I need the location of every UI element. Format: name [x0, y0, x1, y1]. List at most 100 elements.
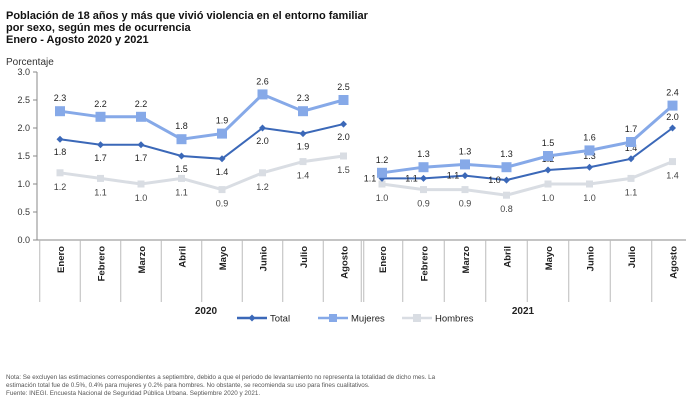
data-point-mujeres	[338, 95, 349, 105]
data-point-total	[461, 172, 469, 180]
data-label-total: 1.9	[297, 142, 310, 152]
data-label-total: 1.1	[405, 173, 418, 183]
data-label-hombres: 1.0	[542, 193, 555, 203]
data-point-hombres	[378, 180, 386, 188]
data-label-total: 1.7	[94, 153, 107, 163]
data-label-mujeres: 2.2	[135, 99, 148, 109]
data-point-hombres	[97, 174, 104, 182]
legend-label-total: Total	[270, 314, 290, 325]
data-point-total	[420, 174, 427, 182]
data-label-total: 1.8	[54, 147, 67, 157]
data-label-hombres: 1.1	[94, 187, 107, 197]
data-label-hombres: 1.2	[54, 182, 67, 192]
data-point-total	[137, 141, 145, 149]
data-label-hombres: 1.1	[625, 187, 638, 197]
data-label-mujeres: 2.3	[297, 93, 310, 103]
data-label-mujeres: 2.3	[54, 93, 67, 103]
data-point-mujeres	[55, 106, 65, 117]
data-label-hombres: 1.1	[175, 187, 188, 197]
data-point-mujeres	[377, 167, 387, 178]
data-label-total: 1.7	[135, 153, 148, 163]
year-label: 2020	[195, 306, 218, 317]
series-line-total-2020	[59, 123, 344, 160]
data-point-total	[669, 124, 676, 132]
data-point-total	[340, 120, 347, 128]
data-point-hombres	[627, 174, 635, 182]
data-label-mujeres: 1.8	[175, 121, 188, 131]
data-point-hombres	[340, 152, 347, 160]
data-point-mujeres	[626, 137, 636, 147]
data-point-hombres	[56, 169, 64, 177]
x-tick-label: Marzo	[461, 246, 472, 274]
y-tick-label: 2.5	[17, 95, 30, 105]
data-label-mujeres: 2.2	[94, 99, 107, 109]
data-label-mujeres: 1.7	[625, 124, 638, 134]
title-line-1: Población de 18 años y más que vivió vio…	[6, 10, 368, 22]
data-label-mujeres: 1.9	[216, 116, 229, 126]
data-label-total: 1.3	[583, 151, 596, 161]
data-point-hombres	[137, 180, 145, 188]
legend-marker-mujeres	[329, 314, 337, 322]
x-tick-label: Julio	[299, 246, 310, 268]
y-axis-unit: Porcentaje	[6, 57, 54, 68]
data-label-total: 2.0	[256, 136, 269, 146]
data-point-hombres	[544, 180, 552, 188]
data-label-total: 1.4	[625, 143, 638, 153]
data-point-mujeres	[667, 100, 678, 111]
y-tick-label: 1.5	[17, 151, 30, 161]
data-point-mujeres	[176, 134, 187, 145]
data-label-hombres: 1.0	[376, 193, 389, 203]
x-tick-label: Abril	[503, 246, 514, 268]
data-label-mujeres: 2.5	[337, 82, 350, 92]
data-point-total	[544, 166, 552, 174]
data-point-hombres	[218, 186, 226, 194]
data-point-total	[299, 130, 307, 138]
data-label-total: 1.4	[216, 167, 229, 177]
data-point-hombres	[586, 180, 593, 188]
data-label-mujeres: 1.2	[376, 155, 389, 165]
data-label-hombres: 0.9	[417, 199, 430, 209]
y-tick-label: 0.0	[17, 235, 30, 245]
data-point-mujeres	[95, 111, 106, 122]
x-tick-label: Febrero	[97, 246, 108, 282]
data-point-hombres	[669, 158, 676, 166]
legend-marker-total	[248, 314, 256, 322]
data-point-mujeres	[584, 145, 595, 156]
data-label-total: 2.0	[666, 112, 679, 122]
x-tick-label: Agosto	[669, 246, 680, 279]
chart-title: Población de 18 años y más que vivió vio…	[6, 10, 476, 46]
data-point-mujeres	[257, 89, 268, 100]
data-label-mujeres: 2.4	[666, 88, 679, 98]
data-label-mujeres: 1.5	[542, 138, 555, 148]
data-point-hombres	[503, 191, 510, 199]
data-point-total	[503, 176, 510, 184]
data-point-hombres	[420, 186, 427, 194]
note-line-1: Nota: Se excluyen las estimaciones corre…	[6, 374, 436, 381]
chart-notes: Nota: Se excluyen las estimaciones corre…	[6, 374, 682, 397]
series-line-hombres-2021	[381, 160, 674, 197]
legend-label-hombres: Hombres	[435, 314, 474, 325]
data-label-hombres: 1.5	[337, 165, 350, 175]
legend-marker-hombres	[413, 314, 421, 322]
y-tick-label: 1.0	[17, 179, 30, 189]
x-tick-label: Abril	[178, 246, 189, 268]
data-point-mujeres	[298, 106, 308, 117]
series-line-mujeres-2021	[381, 104, 674, 175]
data-point-hombres	[299, 158, 307, 166]
title-line-3: Enero - Agosto 2020 y 2021	[6, 34, 149, 46]
data-point-hombres	[259, 169, 266, 177]
data-point-mujeres	[543, 151, 553, 161]
x-tick-label: Junio	[259, 246, 270, 272]
data-label-mujeres: 1.3	[459, 146, 472, 156]
data-point-total	[586, 163, 593, 171]
x-tick-label: Agosto	[340, 246, 351, 279]
data-label-mujeres: 1.3	[500, 149, 513, 159]
data-point-total	[178, 152, 185, 160]
x-tick-label: Mayo	[218, 246, 229, 270]
note-source: Fuente: INEGI. Encuesta Nacional de Segu…	[6, 389, 261, 397]
data-point-total	[259, 124, 266, 132]
data-point-total	[97, 141, 104, 149]
data-point-mujeres	[136, 111, 146, 122]
y-tick-label: 2.0	[17, 123, 30, 133]
data-label-hombres: 1.0	[135, 193, 148, 203]
